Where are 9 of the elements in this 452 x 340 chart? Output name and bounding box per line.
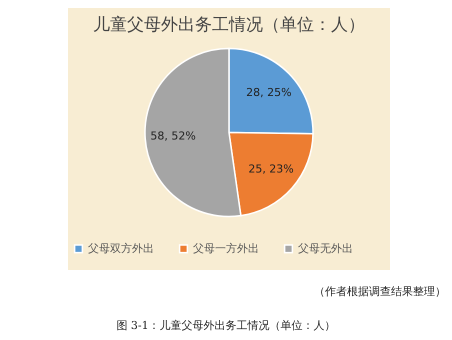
legend-label: 父母无外出	[298, 242, 353, 255]
legend-label: 父母一方外出	[193, 242, 259, 255]
data-label: 58, 52%	[150, 129, 196, 142]
chart-title: 儿童父母外出务工情况（单位：人）	[93, 15, 365, 35]
legend-label: 父母双方外出	[88, 242, 154, 255]
data-label: 28, 25%	[246, 86, 292, 100]
data-label: 25, 23%	[248, 162, 294, 176]
text: （作者根据调查结果整理）	[314, 284, 446, 299]
caption: 图 3-1：儿童父母外出务工情况（单位：人）	[115, 318, 337, 333]
